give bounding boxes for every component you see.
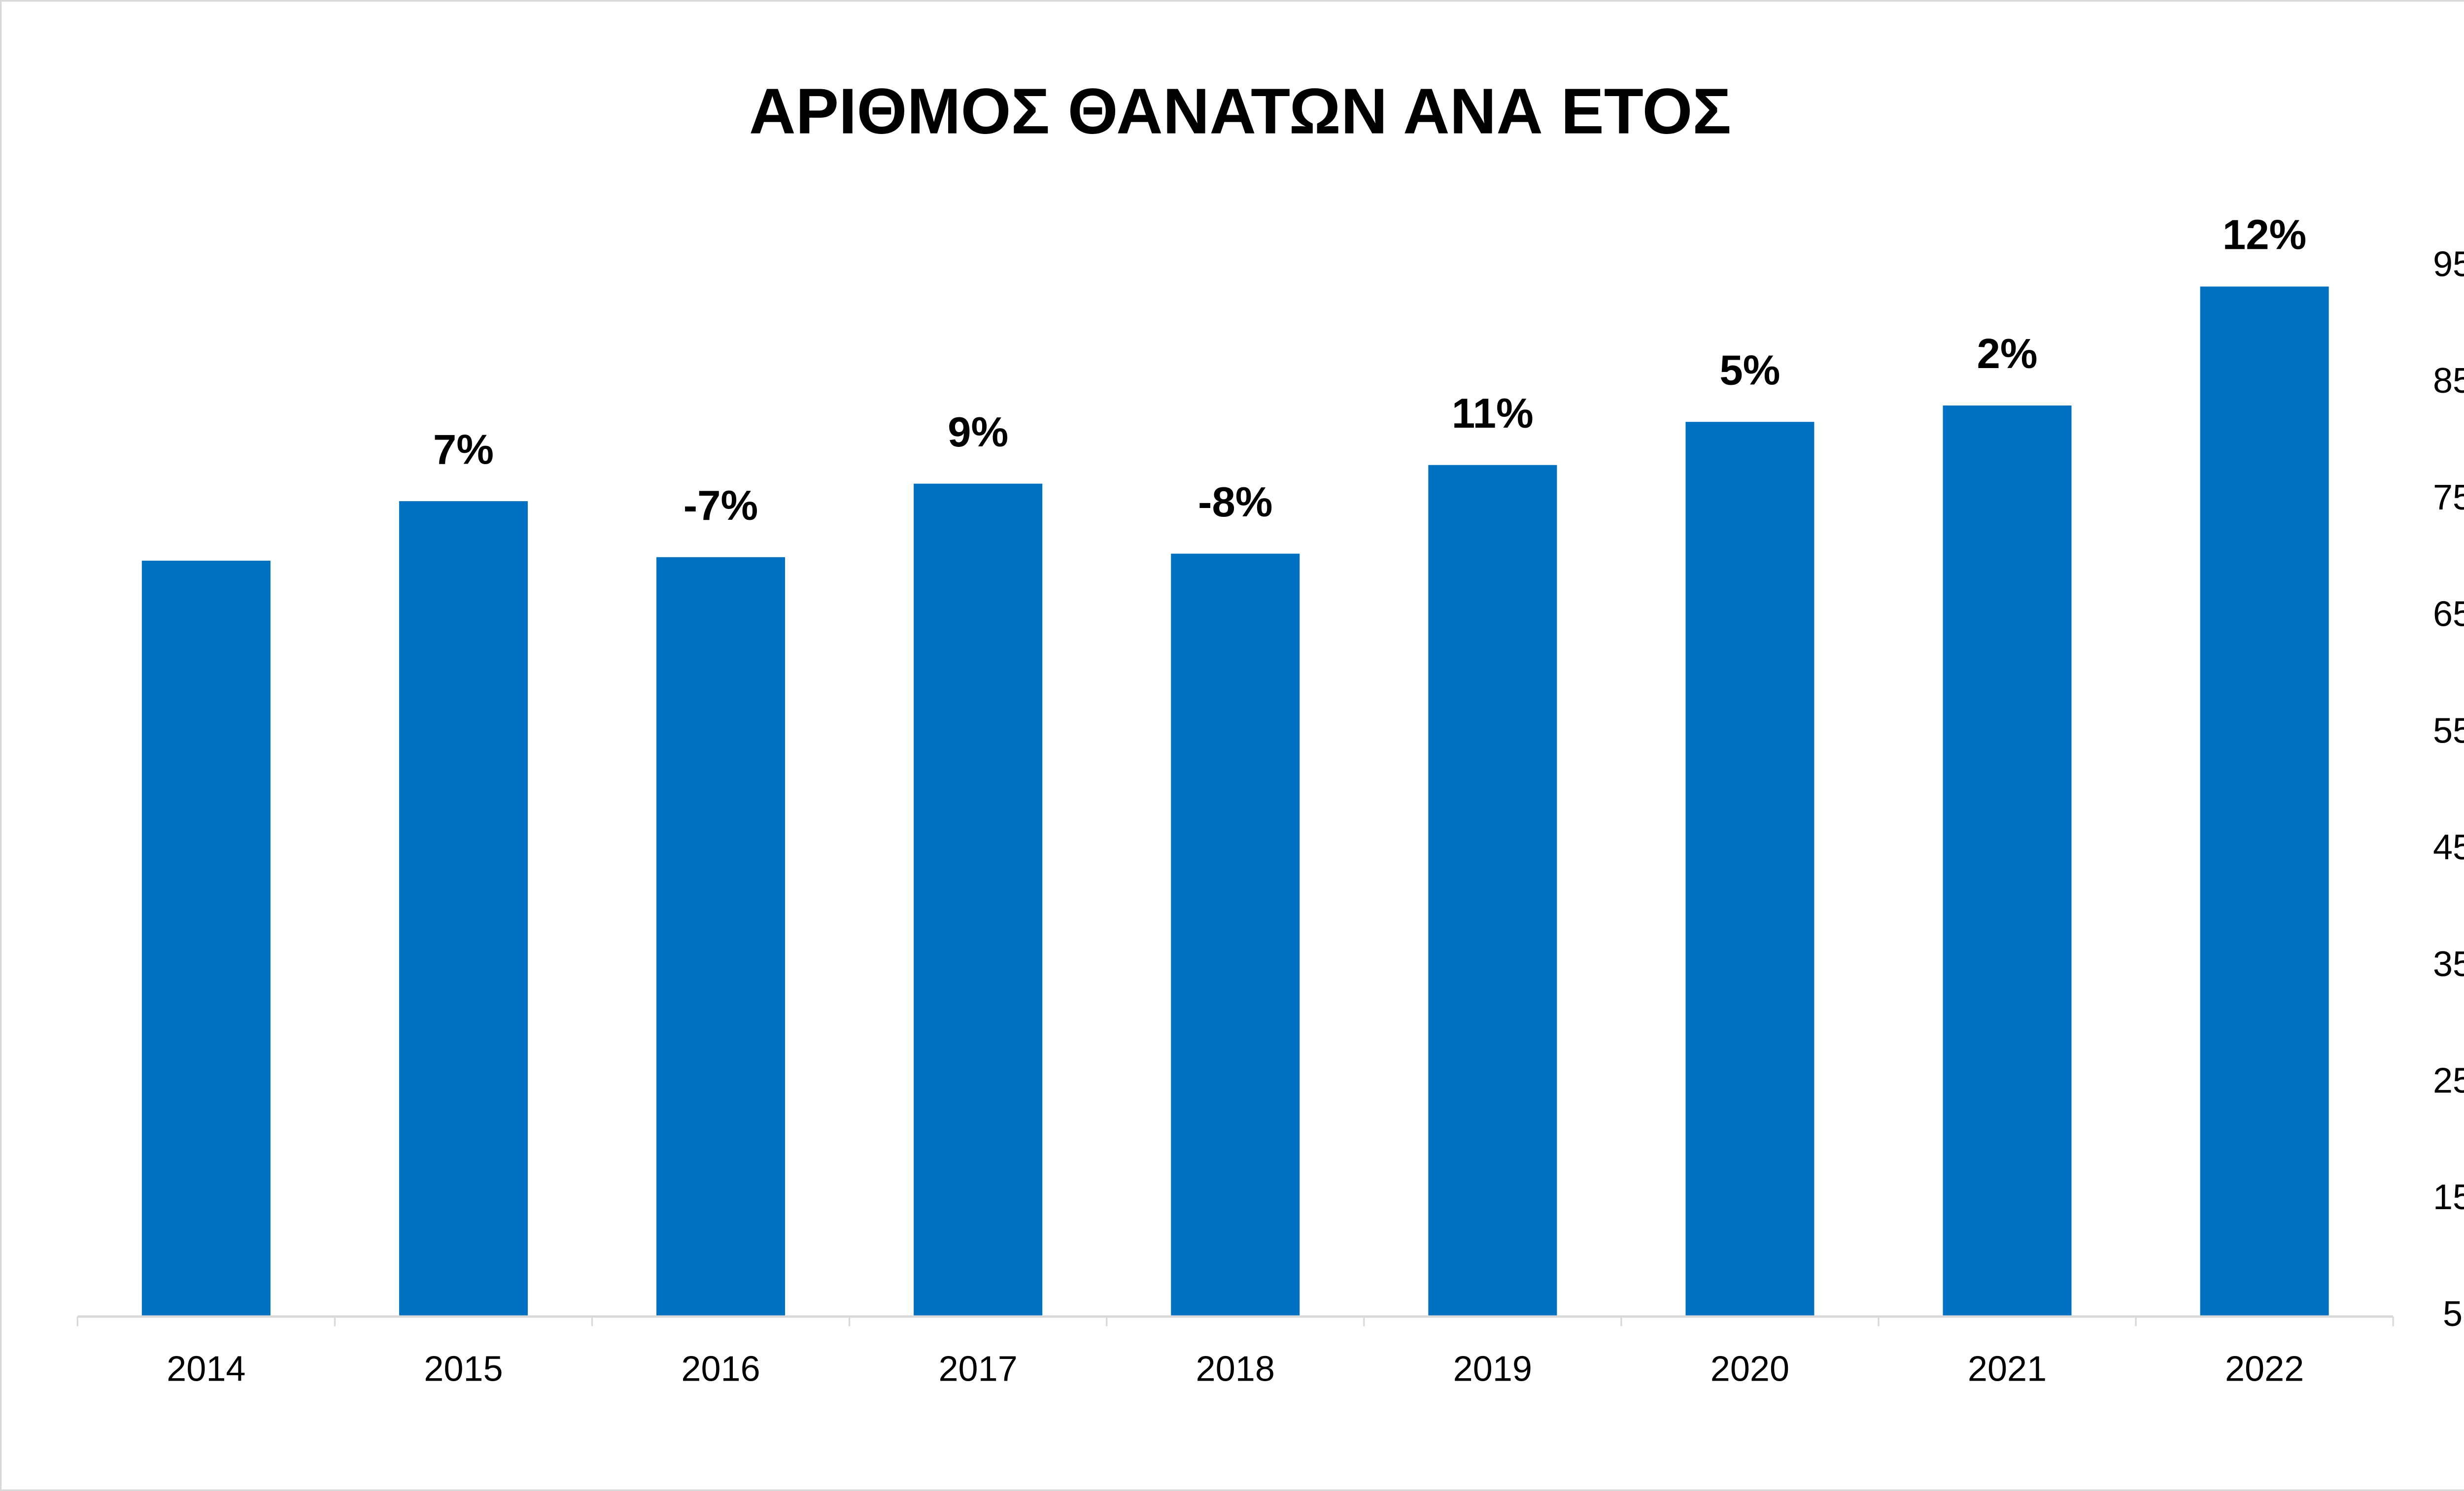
change-label: 2% <box>1977 331 2037 377</box>
bar <box>656 557 786 1317</box>
bar <box>1943 406 2072 1317</box>
y-tick-label: 650 <box>2433 595 2464 634</box>
bar <box>914 483 1043 1317</box>
change-label: -8% <box>1198 479 1272 526</box>
bar <box>141 560 271 1317</box>
bar <box>1685 422 1814 1317</box>
bar <box>1171 553 1300 1317</box>
y-tick-label: 950 <box>2433 244 2464 284</box>
bar <box>2200 286 2329 1317</box>
y-tick-label: 750 <box>2433 478 2464 517</box>
y-tick-label: 250 <box>2433 1061 2464 1100</box>
change-label: -7% <box>684 482 758 529</box>
y-tick-label: 350 <box>2433 945 2464 984</box>
x-tick-label: 2016 <box>681 1349 760 1389</box>
change-label: 12% <box>2223 212 2306 259</box>
x-tick-label: 2014 <box>167 1349 245 1389</box>
y-tick-label: 850 <box>2433 361 2464 401</box>
y-tick-label: 150 <box>2433 1178 2464 1217</box>
change-label: 9% <box>948 409 1008 456</box>
y-tick-label: 550 <box>2433 711 2464 750</box>
chart-title: ΑΡΙΘΜΟΣ ΘΑΝΑΤΩΝ ΑΝΑ ΕΤΟΣ <box>749 75 1731 147</box>
change-label: 11% <box>1452 390 1534 437</box>
change-label: 5% <box>1719 347 1780 394</box>
x-tick-label: 2022 <box>2225 1349 2304 1389</box>
x-tick-label: 2017 <box>938 1349 1017 1389</box>
bar <box>1428 465 1557 1317</box>
bar <box>399 501 528 1317</box>
x-tick-label: 2021 <box>1968 1349 2047 1389</box>
y-tick-label: 50 <box>2443 1294 2464 1334</box>
x-tick-label: 2020 <box>1711 1349 1789 1389</box>
change-label: 7% <box>433 426 494 473</box>
x-tick-label: 2015 <box>424 1349 503 1389</box>
x-tick-label: 2018 <box>1196 1349 1275 1389</box>
y-tick-label: 450 <box>2433 828 2464 867</box>
x-tick-label: 2019 <box>1453 1349 1532 1389</box>
